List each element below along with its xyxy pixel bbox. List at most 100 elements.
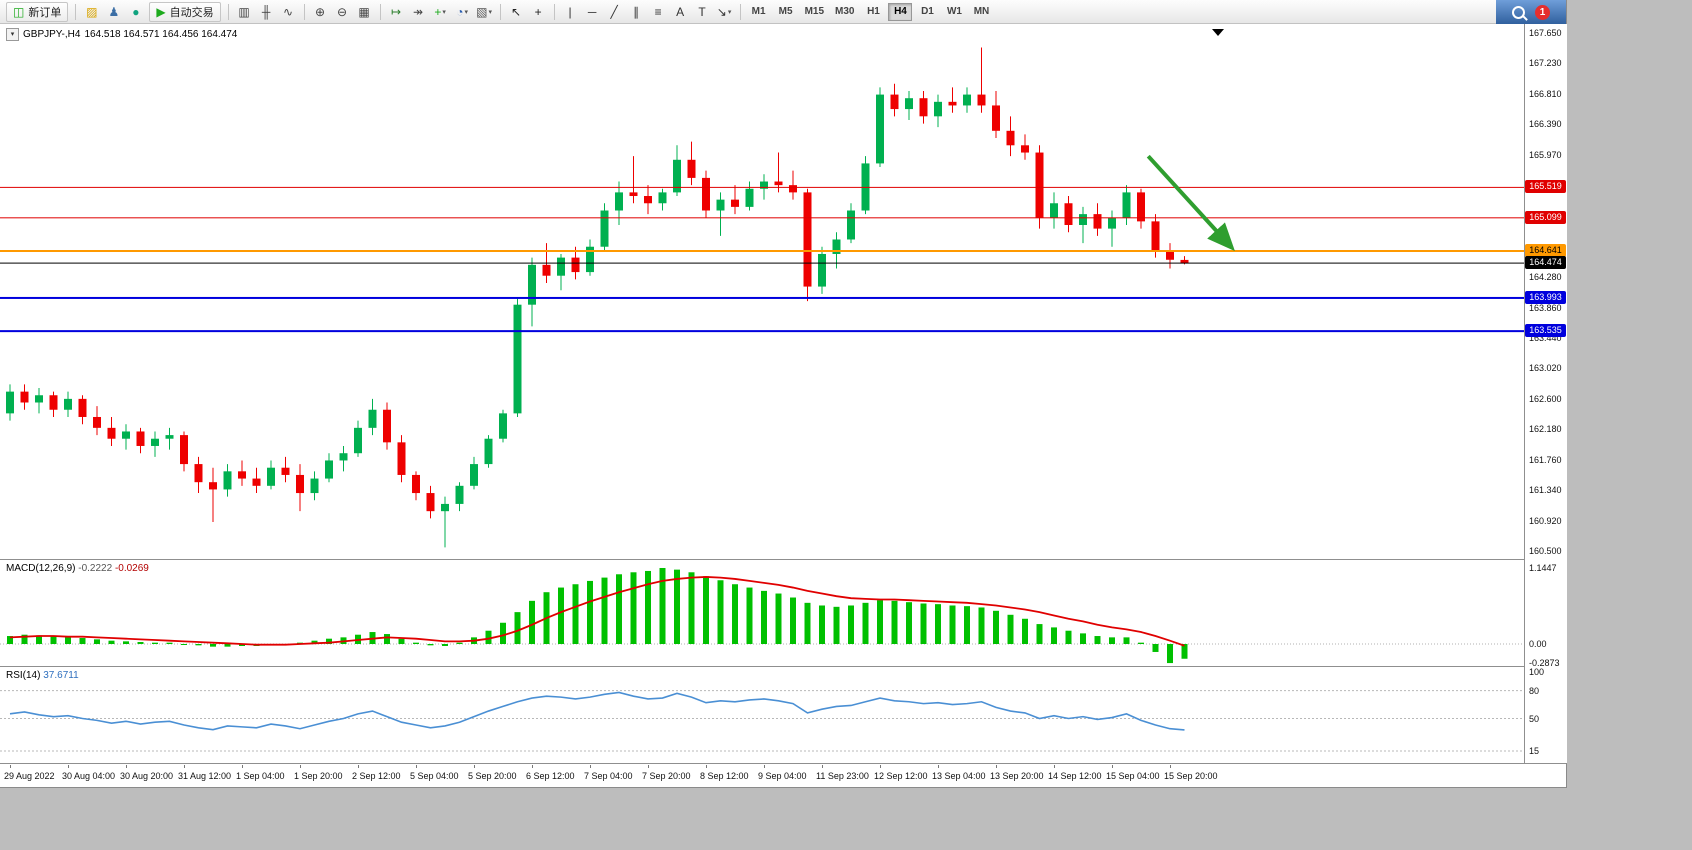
time-axis-tick bbox=[764, 765, 765, 768]
search-icon[interactable] bbox=[1512, 5, 1525, 19]
macd-histogram-bar bbox=[224, 644, 231, 647]
annotation-arrow[interactable] bbox=[1146, 154, 1235, 252]
candle-up bbox=[441, 503, 449, 512]
toolbar: ◫ 新订单 ▨ ♟ ● ▶ 自动交易 ▥ ╫ ∿ ⊕ ⊖ ▦ ↦ ↠ + ▾ ◔ ▾ ▧ ▾ ↖ + | ─ ╱ ∥ ≡ A T ↘ ▾ M1 M… bbox=[0, 0, 1566, 24]
timeframe-button-w1[interactable]: W1 bbox=[942, 3, 966, 21]
macd-histogram-bar bbox=[790, 597, 796, 644]
main-chart-pane[interactable] bbox=[0, 24, 1524, 559]
time-axis-label: 1 Sep 04:00 bbox=[236, 771, 285, 781]
timeframe-button-m5[interactable]: M5 bbox=[774, 3, 798, 21]
equidistant-channel-button[interactable]: ∥ bbox=[626, 2, 647, 22]
time-axis-tick bbox=[10, 765, 11, 768]
chart-menu-icon[interactable]: ▾ bbox=[6, 28, 19, 41]
macd-histogram-bar bbox=[1036, 624, 1043, 644]
candle-down bbox=[78, 398, 87, 417]
timeframe-button-m30[interactable]: M30 bbox=[831, 3, 858, 21]
candle-up bbox=[470, 464, 478, 486]
new-order-button[interactable]: ◫ 新订单 bbox=[6, 1, 69, 22]
metaeditor-button[interactable]: ▨ bbox=[81, 2, 102, 22]
price-axis-label: 166.810 bbox=[1529, 88, 1562, 99]
arrows-icon: ↘ bbox=[716, 4, 727, 19]
auto-scroll-button[interactable]: ↦ bbox=[386, 2, 407, 22]
zoom-in-button[interactable]: ⊕ bbox=[310, 2, 331, 22]
candle-down bbox=[774, 181, 783, 186]
indicators-button[interactable]: + ▾ bbox=[430, 2, 451, 22]
price-axis-label: 160.920 bbox=[1529, 515, 1562, 526]
pane-separator[interactable] bbox=[0, 666, 1566, 667]
price-level-line[interactable] bbox=[0, 186, 1524, 188]
macd-histogram-bar bbox=[761, 590, 767, 644]
timeframe-button-h4[interactable]: H4 bbox=[888, 2, 913, 21]
macd-histogram-bar bbox=[210, 644, 216, 647]
candle-up bbox=[876, 94, 884, 164]
candle-down bbox=[1064, 203, 1073, 225]
text-button[interactable]: A bbox=[670, 2, 691, 22]
open-account-button[interactable]: ♟ bbox=[103, 2, 124, 22]
pane-separator[interactable] bbox=[0, 559, 1566, 560]
zoom-out-button[interactable]: ⊖ bbox=[332, 2, 353, 22]
macd-histogram-bar bbox=[384, 634, 390, 644]
candle-down bbox=[687, 159, 696, 178]
timeframe-button-m15[interactable]: M15 bbox=[801, 3, 828, 21]
chart-shift-marker[interactable] bbox=[1212, 29, 1224, 36]
macd-histogram-bar bbox=[152, 642, 158, 644]
macd-main-value: -0.2222 bbox=[78, 563, 113, 574]
line-chart-button[interactable]: ∿ bbox=[278, 2, 299, 22]
macd-pane[interactable] bbox=[0, 561, 1524, 666]
price-scale[interactable]: 167.650 167.230 166.810 166.390 165.970 164.2… bbox=[1524, 24, 1567, 763]
periods-button[interactable]: ◔ ▾ bbox=[452, 2, 473, 22]
timeframe-button-m1[interactable]: M1 bbox=[747, 3, 771, 21]
chart-shift-button[interactable]: ↠ bbox=[408, 2, 429, 22]
macd-histogram-bar bbox=[442, 644, 448, 646]
trendline-button[interactable]: ╱ bbox=[604, 2, 625, 22]
macd-histogram-bar bbox=[732, 584, 738, 644]
rsi-pane[interactable] bbox=[0, 668, 1524, 763]
autotrading-icon: ▶ bbox=[156, 4, 166, 19]
templates-icon: ▧ bbox=[476, 4, 488, 19]
text-label-button[interactable]: T bbox=[692, 2, 713, 22]
timeframe-button-h1[interactable]: H1 bbox=[861, 3, 885, 21]
time-axis[interactable]: 29 Aug 2022 30 Aug 04:00 30 Aug 20:00 31 Au… bbox=[0, 765, 1566, 787]
price-level-line[interactable] bbox=[0, 217, 1524, 219]
toolbar-separator bbox=[499, 3, 501, 20]
price-level-line[interactable] bbox=[0, 250, 1524, 253]
crosshair-button[interactable]: + bbox=[528, 2, 549, 22]
time-axis-label: 15 Sep 20:00 bbox=[1164, 771, 1218, 781]
timeframe-button-d1[interactable]: D1 bbox=[915, 3, 939, 21]
rsi-line bbox=[9, 691, 1185, 731]
autotrading-button[interactable]: ▶ 自动交易 bbox=[149, 1, 221, 22]
templates-button[interactable]: ▧ ▾ bbox=[474, 2, 495, 22]
tile-windows-button[interactable]: ▦ bbox=[354, 2, 375, 22]
candle-up bbox=[1050, 203, 1058, 218]
time-axis-label: 12 Sep 12:00 bbox=[874, 771, 928, 781]
time-axis-label: 14 Sep 12:00 bbox=[1048, 771, 1102, 781]
cursor-button[interactable]: ↖ bbox=[506, 2, 527, 22]
candle-up bbox=[339, 453, 348, 461]
chevron-down-icon: ▾ bbox=[488, 8, 492, 16]
arrows-button[interactable]: ↘ ▾ bbox=[714, 2, 735, 22]
time-axis-tick bbox=[184, 765, 185, 768]
macd-histogram-bar bbox=[717, 580, 724, 644]
macd-histogram-bar bbox=[964, 606, 970, 644]
candle-up bbox=[760, 181, 768, 189]
autotrading-button-label: 自动交易 bbox=[169, 6, 214, 19]
mql5-community-button[interactable]: ● bbox=[125, 2, 146, 22]
price-level-box: 165.099 bbox=[1525, 210, 1566, 224]
fibonacci-button[interactable]: ≡ bbox=[648, 2, 669, 22]
candlestick-chart-button[interactable]: ╫ bbox=[256, 2, 277, 22]
price-level-line[interactable] bbox=[0, 262, 1524, 264]
timeframe-button-mn[interactable]: MN bbox=[969, 3, 993, 21]
bar-chart-button[interactable]: ▥ bbox=[234, 2, 255, 22]
candle-down bbox=[238, 471, 246, 479]
price-level-line[interactable] bbox=[0, 330, 1524, 333]
price-level-line[interactable] bbox=[0, 296, 1524, 299]
fibonacci-icon: ≡ bbox=[654, 4, 662, 19]
time-axis-label: 9 Sep 04:00 bbox=[758, 771, 807, 781]
horizontal-line-button[interactable]: ─ bbox=[582, 2, 603, 22]
chevron-down-icon: ▾ bbox=[727, 8, 732, 16]
rsi-value: 37.6711 bbox=[43, 670, 79, 681]
macd-histogram-bar bbox=[7, 636, 13, 644]
vertical-line-button[interactable]: | bbox=[560, 2, 581, 22]
candle-up bbox=[267, 467, 275, 486]
notification-badge[interactable]: 1 bbox=[1535, 4, 1550, 20]
